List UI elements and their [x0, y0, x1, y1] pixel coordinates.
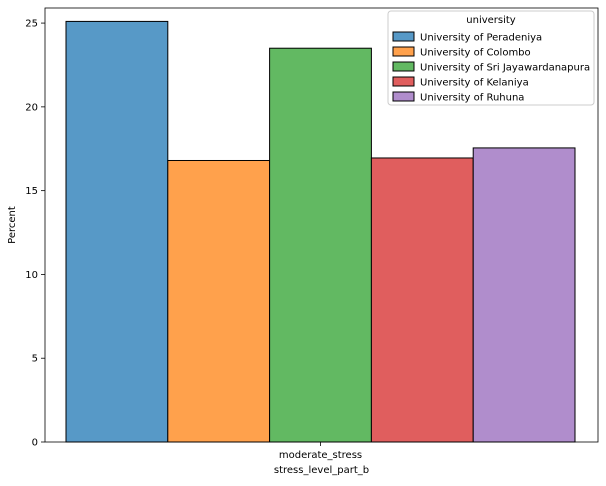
- legend-label-university-of-sri-jayawardanapura: University of Sri Jayawardanapura: [420, 63, 590, 74]
- axes-layer: 0 5 10 15 20 25 moderate_stress: [25, 19, 362, 461]
- bars-layer: [65, 20, 576, 443]
- y-tick-label: 25: [25, 19, 38, 30]
- legend-swatch-university-of-colombo: [392, 46, 415, 57]
- legend-swatch-university-of-sri-jayawardanapura: [392, 61, 415, 72]
- bar-university-of-ruhuna: [472, 147, 576, 443]
- y-tick-label: 0: [32, 438, 38, 449]
- plot-frame: [44, 7, 599, 443]
- y-tick-label: 10: [25, 270, 38, 281]
- legend-label-university-of-peradeniya: University of Peradeniya: [420, 33, 542, 44]
- y-tick-label: 15: [25, 186, 38, 197]
- x-axis-label: stress_level_part_b: [274, 465, 369, 476]
- y-tick-label: 20: [25, 102, 38, 113]
- bar-university-of-sri-jayawardanapura: [269, 47, 372, 443]
- bar-university-of-peradeniya: [65, 20, 169, 443]
- legend-swatch-university-of-kelaniya: [392, 76, 415, 87]
- legend-label-university-of-ruhuna: University of Ruhuna: [420, 93, 524, 104]
- x-tick-label: moderate_stress: [279, 450, 362, 461]
- legend-title: university: [466, 15, 516, 26]
- y-tick-label: 5: [32, 354, 38, 365]
- legend-label-university-of-colombo: University of Colombo: [420, 48, 531, 59]
- legend-label-university-of-kelaniya: University of Kelaniya: [420, 78, 529, 89]
- legend-swatch-university-of-peradeniya: [392, 31, 415, 42]
- legend: university University of PeradeniyaUnive…: [387, 10, 595, 106]
- y-axis-label: Percent: [7, 206, 18, 244]
- bar-university-of-colombo: [167, 159, 271, 443]
- legend-box: [387, 10, 595, 106]
- legend-items: University of Peradeniya University of Co…: [392, 31, 590, 104]
- legend-swatch-university-of-ruhuna: [392, 91, 415, 102]
- bar-university-of-kelaniya: [370, 157, 474, 443]
